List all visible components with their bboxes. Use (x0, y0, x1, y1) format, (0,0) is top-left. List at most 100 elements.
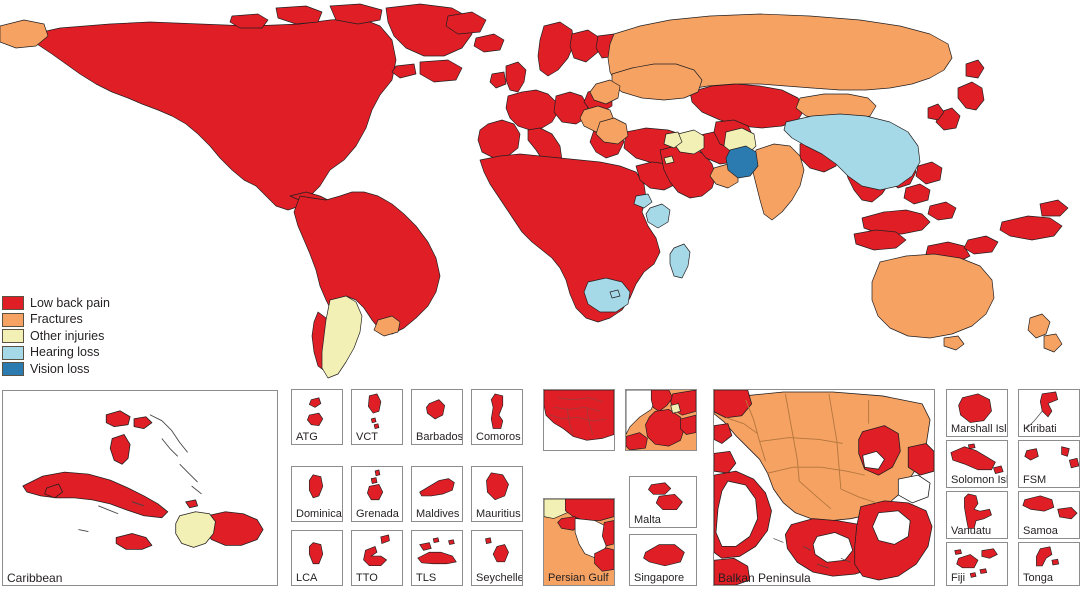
legend-item-low-back-pain: Low back pain (2, 295, 110, 312)
legend-swatch-fractures (2, 312, 24, 327)
solomon-isl-map (950, 443, 1004, 474)
inset-panel-caribbean: Caribbean (2, 390, 278, 586)
inset-label-solomon-isl: Solomon Isl (951, 474, 1008, 486)
inset-label-samoa: Samoa (1023, 525, 1058, 537)
region-group-hearing-loss (583, 113, 921, 313)
legend-item-fractures: Fractures (2, 312, 110, 329)
legend-label-low-back-pain: Low back pain (30, 295, 110, 310)
inset-panel-grenada: Grenada (351, 466, 403, 522)
inset-label-balkan-peninsula: Balkan Peninsula (718, 571, 811, 585)
legend-label-hearing-loss: Hearing loss (30, 345, 100, 360)
inset-panel-atg: ATG (291, 389, 343, 445)
maldives-map (419, 478, 455, 497)
grenada-map (367, 469, 384, 501)
legend-swatch-other-injuries (2, 329, 24, 344)
inset-panel-maldives: Maldives (411, 466, 463, 522)
marshall-isl-map (958, 393, 992, 423)
barbados-map (426, 399, 446, 420)
legend-label-vision-loss: Vision loss (30, 361, 90, 376)
inset-label-persian-gulf: Persian Gulf (548, 572, 609, 584)
inset-panel-kiribati: Kiribati (1018, 389, 1080, 437)
inset-label-tonga: Tonga (1023, 572, 1053, 584)
inset-panel-strip: Caribbean ATG VCT Barbados Comoros Domin… (0, 386, 1080, 590)
inset-panel-marshall-isl: Marshall Isl (946, 389, 1008, 437)
singapore-map (643, 544, 685, 567)
inset-panel-comoros: Comoros (471, 389, 523, 445)
legend-swatch-hearing-loss (2, 345, 24, 360)
inset-label-barbados: Barbados (416, 431, 463, 443)
inset-panel-lca: LCA (291, 530, 343, 586)
inset-label-marshall-isl: Marshall Isl (951, 423, 1007, 435)
seychelles-map (485, 537, 509, 563)
inset-panel-fsm: FSM (1018, 440, 1080, 488)
legend-item-vision-loss: Vision loss (2, 361, 110, 378)
inset-label-grenada: Grenada (356, 508, 399, 520)
legend-label-other-injuries: Other injuries (30, 328, 105, 343)
world-map-svg (0, 3, 1069, 379)
inset-label-mauritius: Mauritius (476, 508, 521, 520)
inset-panel-malta: Malta (629, 476, 697, 528)
region-group-fractures (0, 13, 1063, 353)
caribbean-map (22, 410, 264, 550)
inset-panel-vct: VCT (351, 389, 403, 445)
samoa-map (1022, 495, 1078, 520)
tto-map (363, 534, 390, 567)
inset-panel-vanuatu: Vanuatu (946, 491, 1008, 539)
eastern-mediterranean-map (626, 390, 696, 450)
legend-swatch-vision-loss (2, 362, 24, 377)
kiribati-map (1026, 391, 1059, 429)
legend: Low back pain Fractures Other injuries H… (2, 295, 110, 378)
inset-label-vanuatu: Vanuatu (951, 525, 992, 537)
lca-map (308, 542, 324, 565)
inset-label-malta: Malta (634, 514, 661, 526)
west-africa-map (544, 390, 614, 441)
inset-panel-fiji: Fiji (946, 542, 1008, 586)
balkan-peninsula-map (714, 390, 934, 585)
region-group-vision-loss (725, 145, 759, 179)
inset-panel-singapore: Singapore (629, 534, 697, 586)
inset-label-fiji: Fiji (951, 572, 966, 584)
inset-panel-persian-gulf: Persian Gulf (543, 498, 615, 586)
inset-label-dominica: Dominica (296, 508, 342, 520)
tonga-map (1036, 546, 1060, 567)
legend-item-hearing-loss: Hearing loss (2, 345, 110, 362)
inset-label-vct: VCT (356, 431, 378, 443)
comoros-map (490, 393, 504, 429)
mauritius-map (486, 472, 509, 501)
inset-panel-dominica: Dominica (291, 466, 343, 522)
inset-panel-tonga: Tonga (1018, 542, 1080, 586)
inset-panel-eastern-mediterranean: Eastern Mediterranean (625, 389, 697, 451)
inset-label-lca: LCA (296, 572, 318, 584)
inset-label-maldives: Maldives (416, 508, 460, 520)
fiji-map (954, 548, 998, 578)
inset-panel-seychelles: Seychelles (471, 530, 523, 586)
dominica-map (308, 474, 324, 499)
vct-map (367, 393, 382, 429)
inset-label-fsm: FSM (1023, 474, 1047, 486)
world-map (0, 3, 1069, 379)
inset-panel-tls: TLS (411, 530, 463, 586)
inset-panel-samoa: Samoa (1018, 491, 1080, 539)
inset-label-tto: TTO (356, 572, 378, 584)
inset-label-caribbean: Caribbean (7, 571, 63, 585)
atg-map (306, 397, 324, 427)
legend-item-other-injuries: Other injuries (2, 328, 110, 345)
inset-label-kiribati: Kiribati (1023, 423, 1057, 435)
inset-panel-tto: TTO (351, 530, 403, 586)
inset-panel-solomon-isl: Solomon Isl (946, 440, 1008, 488)
inset-label-comoros: Comoros (476, 431, 521, 443)
inset-panel-mauritius: Mauritius (471, 466, 523, 522)
inset-label-seychelles: Seychelles (476, 572, 522, 584)
inset-label-atg: ATG (296, 431, 318, 443)
inset-label-tls: TLS (416, 572, 437, 584)
vanuatu-map (964, 493, 992, 529)
inset-label-singapore: Singapore (634, 572, 685, 584)
legend-label-fractures: Fractures (30, 312, 83, 327)
inset-panel-barbados: Barbados (411, 389, 463, 445)
fsm-map (1024, 446, 1079, 469)
tls-map (417, 537, 457, 565)
malta-map (648, 482, 683, 511)
inset-panel-balkan-peninsula: Balkan Peninsula (713, 389, 935, 586)
inset-panel-west-africa: West Africa (543, 389, 615, 451)
persian-gulf-map (544, 499, 614, 585)
